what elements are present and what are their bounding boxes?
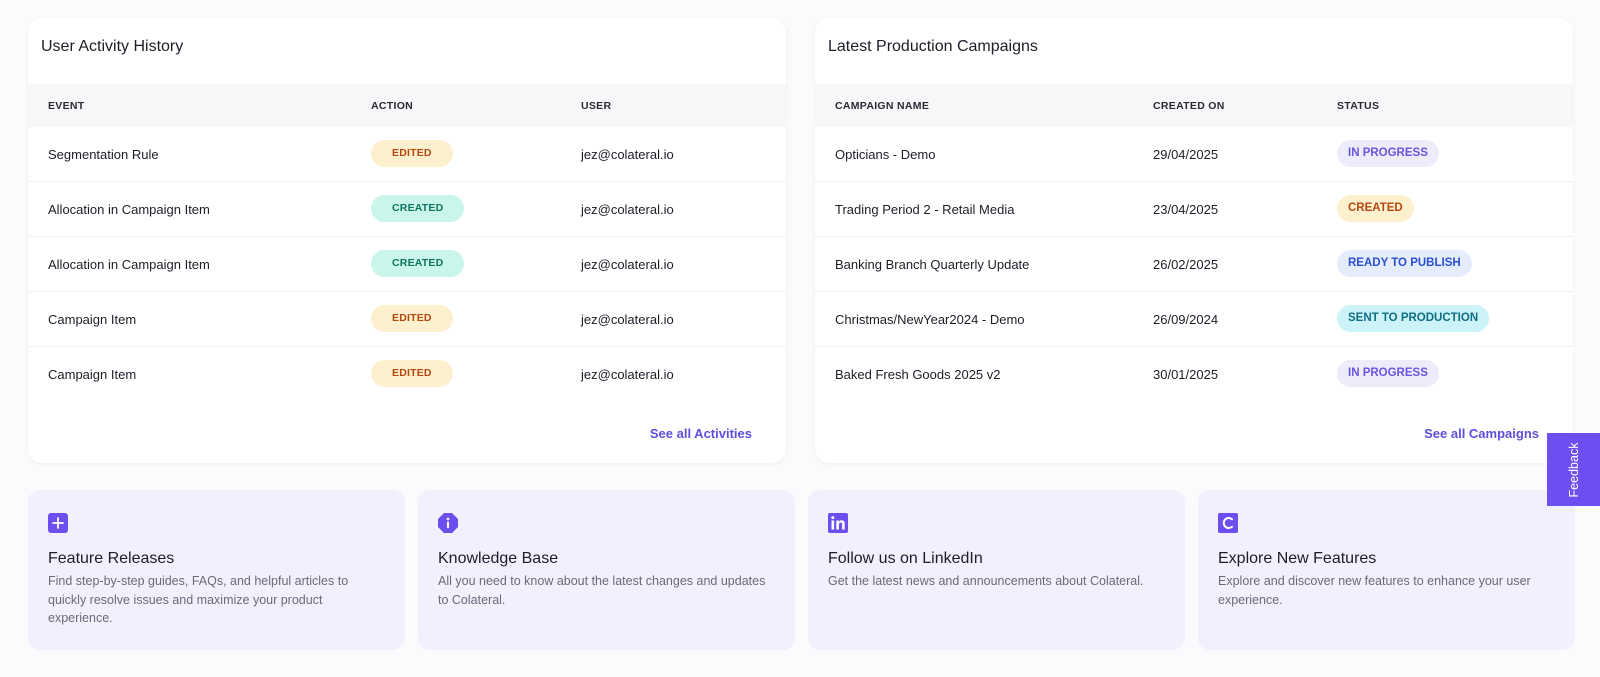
created-on-cell: 30/01/2025 [1153,367,1219,382]
column-header-action: ACTION [371,100,414,112]
created-on-cell: 26/02/2025 [1153,257,1219,272]
event-cell: Campaign Item [48,312,137,327]
user-cell: jez@colateral.io [581,257,674,272]
column-header-status: STATUS [1337,100,1380,112]
campaign-name-cell: Opticians - Demo [835,147,936,162]
see-all-activities-link[interactable]: See all Activities [649,426,752,441]
linkedin-icon [828,513,848,533]
feedback-tab[interactable]: Feedback [1547,433,1600,506]
feature-title: Feature Releases [48,550,175,567]
action-badge: EDITED [371,360,453,387]
event-cell: Campaign Item [48,367,137,382]
production-campaigns-card: Latest Production Campaigns CAMPAIGN NAM… [815,18,1573,463]
campaign-name-cell: Banking Branch Quarterly Update [835,257,1030,272]
user-cell: jez@colateral.io [581,367,674,382]
explore-features-card[interactable]: Explore New Features Explore and discove… [1198,490,1575,650]
created-on-cell: 26/09/2024 [1153,312,1219,327]
table-row: Allocation in Campaign Item CREATED jez@… [28,182,786,237]
created-on-cell: 29/04/2025 [1153,147,1219,162]
table-row[interactable]: Opticians - Demo 29/04/2025 IN PROGRESS [815,127,1573,182]
table-row[interactable]: Christmas/NewYear2024 - Demo 26/09/2024 … [815,292,1573,347]
feature-description: Get the latest news and announcements ab… [828,574,1144,588]
user-cell: jez@colateral.io [581,312,674,327]
feedback-label: Feedback [1566,442,1581,497]
status-badge: IN PROGRESS [1337,140,1439,167]
feature-title: Knowledge Base [438,550,559,567]
info-octagon-icon [438,513,458,533]
action-badge: EDITED [371,305,453,332]
status-badge: SENT TO PRODUCTION [1337,305,1490,332]
see-all-campaigns-link[interactable]: See all Campaigns [1424,426,1539,441]
card-title: User Activity History [41,38,184,55]
column-header-user: USER [581,100,612,112]
table-row[interactable]: Trading Period 2 - Retail Media 23/04/20… [815,182,1573,237]
knowledge-base-card[interactable]: Knowledge Base All you need to know abou… [418,490,795,650]
campaign-name-cell: Trading Period 2 - Retail Media [835,202,1015,217]
table-row[interactable]: Baked Fresh Goods 2025 v2 30/01/2025 IN … [815,347,1573,402]
action-badge: EDITED [371,140,453,167]
feature-description: All you need to know about the latest ch… [438,574,766,607]
user-cell: jez@colateral.io [581,147,674,162]
table-row: Segmentation Rule EDITED jez@colateral.i… [28,127,786,182]
event-cell: Allocation in Campaign Item [48,257,210,272]
table-row: Campaign Item EDITED jez@colateral.io [28,347,786,402]
feature-description: Find step-by-step guides, FAQs, and help… [48,574,349,625]
linkedin-card[interactable]: Follow us on LinkedIn Get the latest new… [808,490,1185,650]
action-badge: CREATED [371,250,465,277]
table-header: CAMPAIGN NAME CREATED ON STATUS [815,84,1573,127]
column-header-created-on: CREATED ON [1153,100,1225,112]
table-row: Campaign Item EDITED jez@colateral.io [28,292,786,347]
feature-title: Follow us on LinkedIn [828,550,983,567]
column-header-event: EVENT [48,100,85,112]
event-cell: Allocation in Campaign Item [48,202,210,217]
status-badge: CREATED [1337,195,1414,222]
feature-description: Explore and discover new features to enh… [1218,574,1531,607]
event-cell: Segmentation Rule [48,147,159,162]
user-cell: jez@colateral.io [581,202,674,217]
campaign-name-cell: Christmas/NewYear2024 - Demo [835,312,1025,327]
campaign-name-cell: Baked Fresh Goods 2025 v2 [835,367,1001,382]
card-title: Latest Production Campaigns [828,38,1038,55]
table-row: Allocation in Campaign Item CREATED jez@… [28,237,786,292]
feature-releases-card[interactable]: Feature Releases Find step-by-step guide… [28,490,405,650]
feature-title: Explore New Features [1218,550,1377,567]
table-header: EVENT ACTION USER [28,84,786,127]
table-row[interactable]: Banking Branch Quarterly Update 26/02/20… [815,237,1573,292]
status-badge: READY TO PUBLISH [1337,250,1472,277]
plus-square-icon [48,513,68,533]
created-on-cell: 23/04/2025 [1153,202,1219,217]
colateral-logo-icon [1218,513,1238,533]
column-header-campaign-name: CAMPAIGN NAME [835,100,930,112]
user-activity-card: User Activity History EVENT ACTION USER … [28,18,786,463]
action-badge: CREATED [371,195,465,222]
status-badge: IN PROGRESS [1337,360,1439,387]
